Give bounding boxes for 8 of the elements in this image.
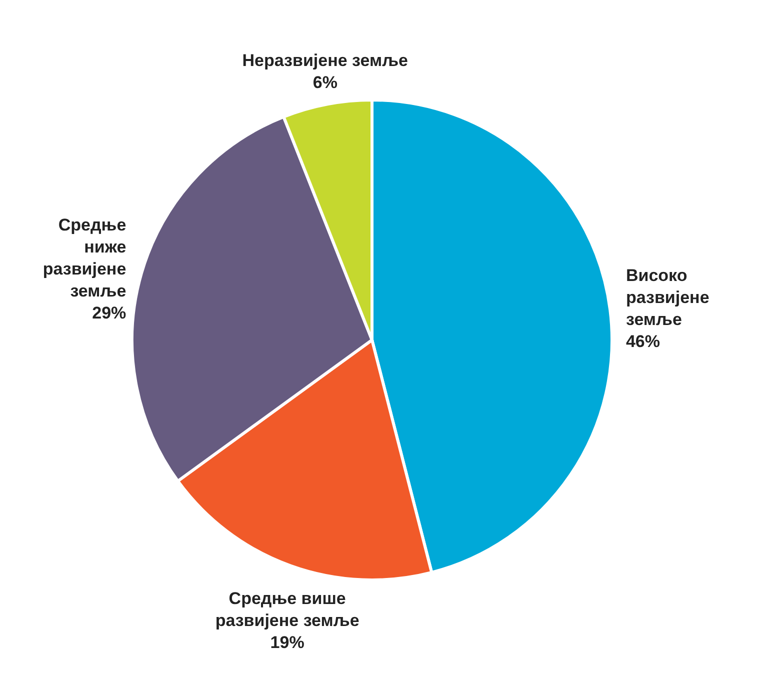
slice-label: Високо развијене земље bbox=[626, 266, 710, 329]
data-label: 29% bbox=[92, 304, 126, 323]
slice-label: Неразвијене земље bbox=[242, 51, 408, 70]
data-label: 46% bbox=[626, 332, 660, 351]
slice-label: Средње ниже развијене земље bbox=[42, 216, 126, 301]
slice-label: Средње више развијене земље bbox=[215, 589, 360, 630]
data-label: 19% bbox=[270, 633, 304, 652]
data-label: 6% bbox=[312, 73, 338, 92]
